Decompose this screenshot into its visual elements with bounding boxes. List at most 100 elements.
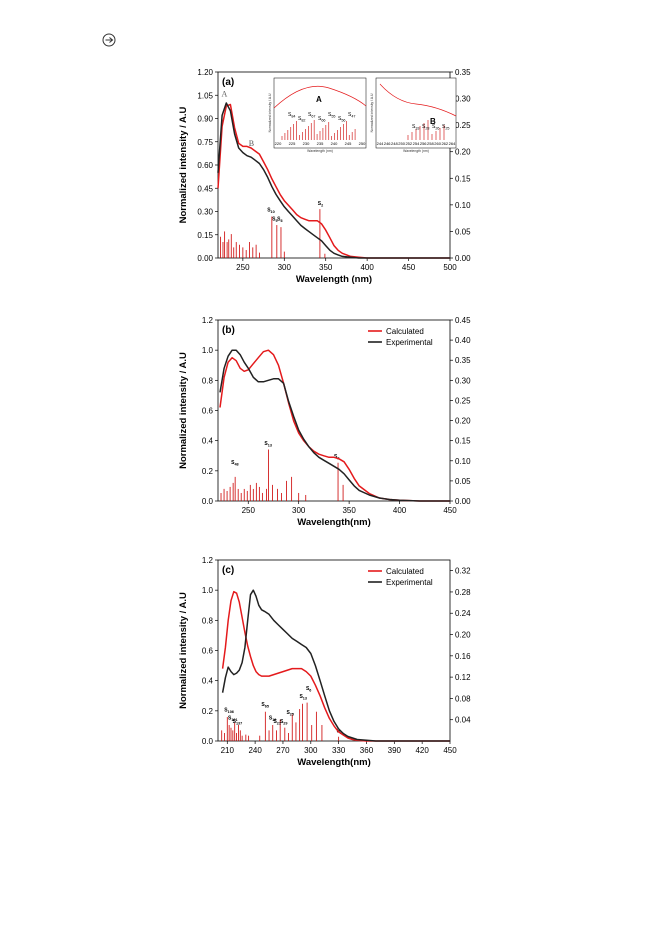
inset-x-tick-label: 244: [377, 141, 384, 146]
y2-tick-label: 0.25: [455, 121, 471, 130]
y2-tick-label: 0.12: [455, 673, 471, 682]
inset-stick-label: S84: [288, 112, 296, 119]
stick-label: S13: [264, 441, 272, 448]
y2-tick-label: 0.35: [455, 68, 471, 77]
x-tick-label: 240: [248, 746, 262, 755]
stick-label: S48: [231, 460, 239, 467]
stick-label: S13: [299, 694, 307, 701]
stick-label: S101: [228, 715, 238, 722]
inset-stick-label: S47: [348, 112, 356, 119]
x-tick-label: 450: [443, 746, 457, 755]
y-tick-label: 1.2: [202, 316, 214, 325]
inset-stick-label: S56: [338, 116, 346, 123]
x-tick-label: 210: [221, 746, 235, 755]
y2-tick-label: 0.24: [455, 609, 471, 618]
inset-x-tick-label: 246: [384, 141, 391, 146]
inset-x-tick-label: 252: [405, 141, 412, 146]
stick-label: S21: [273, 719, 281, 726]
chart-b-svg: 250 300 350 400 450 0.0 0.2 0.4 0.6 0.8 1.0 1.2 0.00…: [178, 316, 471, 528]
y-tick-label: 0.0: [202, 497, 214, 506]
x-tick-label: 450: [443, 506, 457, 515]
y-tick-label: 1.05: [197, 91, 213, 100]
y2-tick-label: 0.35: [455, 356, 471, 365]
y2-tick-label: 0.00: [455, 497, 471, 506]
inset-stick-label: S82: [298, 116, 306, 123]
y2-tick-label: 0.40: [455, 336, 471, 345]
y-tick-label: 0.00: [197, 254, 213, 263]
y-tick-label: 0.6: [202, 647, 214, 656]
inset-title: B: [430, 117, 436, 126]
experimental-line: [219, 349, 450, 502]
x-tick-label: 400: [360, 263, 374, 272]
y2-tick-label: 0.05: [455, 477, 471, 486]
x-tick-label: 390: [388, 746, 402, 755]
inset-x-label: Wavelength (nm): [307, 149, 333, 153]
y2-tick-label: 0.00: [455, 254, 471, 263]
y2-tick-label: 0.16: [455, 652, 471, 661]
peak-label: B: [249, 139, 254, 148]
y2-tick-label: 0.25: [455, 396, 471, 405]
inset-stick-label: S26: [432, 124, 440, 131]
x-tick-label: 300: [292, 506, 306, 515]
plot-frame: [217, 319, 451, 502]
calculated-line: [217, 103, 450, 259]
inset-x-tick-label: 254: [413, 141, 420, 146]
y2-tick-label: 0.04: [455, 716, 471, 725]
stick-label: S6: [306, 686, 311, 693]
y-tick-label: 1.0: [202, 346, 214, 355]
inset-stick-label: S55: [328, 112, 336, 119]
inset-x-tick-label: 235: [317, 141, 324, 146]
inset-title: A: [316, 95, 322, 104]
panel-label: (c): [222, 565, 234, 576]
peak-label: A: [221, 89, 227, 98]
experimental-line: [221, 589, 450, 742]
inset-x-tick-label: 262: [441, 141, 448, 146]
y2-tick-label: 0.05: [455, 227, 471, 236]
x-tick-label: 500: [443, 263, 457, 272]
y-tick-label: 0.0: [202, 737, 214, 746]
stick-label: S65: [261, 702, 269, 709]
y-tick-label: 0.6: [202, 407, 214, 416]
inset-y-label: Normalized intensity / A.U: [370, 93, 374, 132]
y-tick-label: 0.2: [202, 707, 214, 716]
y-axis-label: Normalized intensity / A.U: [178, 352, 189, 469]
y2-tick-label: 0.30: [455, 376, 471, 385]
panel-a-chart: 250 300 350 400 450 500 0.00 0.15 0.30 0.45 0.60 0.…: [150, 60, 480, 300]
x-tick-label: 420: [415, 746, 429, 755]
inset-x-tick-label: 245: [345, 141, 352, 146]
y-tick-label: 0.90: [197, 115, 213, 124]
experimental-line: [217, 102, 450, 259]
y-axis-label: Normalized intensity / A.U: [178, 106, 189, 223]
y-tick-label: 1.2: [202, 556, 214, 565]
chart-a-svg: 250 300 350 400 450 5000.000.150.300.450.600.…: [178, 68, 471, 285]
legend-entry: Calculated: [386, 567, 424, 576]
y2-tick-label: 0.20: [455, 148, 471, 157]
inset-x-tick-label: 250: [398, 141, 405, 146]
stick-label: S10: [267, 207, 275, 214]
inset-stick-label: S25: [442, 124, 450, 131]
calculated-line: [219, 349, 450, 502]
y-tick-label: 1.20: [197, 68, 213, 77]
x-tick-label: 300: [278, 263, 292, 272]
x-axis-label: Wavelength(nm): [297, 517, 371, 528]
inset-stick-label: S28: [422, 124, 430, 131]
stick-label: S6: [277, 216, 282, 223]
y2-tick-label: 0.30: [455, 95, 471, 104]
x-tick-label: 350: [342, 506, 356, 515]
y-tick-label: 0.4: [202, 437, 214, 446]
inset-x-label: Wavelength (nm): [403, 149, 429, 153]
x-axis-label: Wavelength (nm): [296, 274, 372, 285]
x-tick-label: 350: [319, 263, 333, 272]
stick-label: S25: [286, 710, 294, 717]
stick-label: S9: [272, 216, 277, 223]
y2-tick-label: 0.15: [455, 437, 471, 446]
y-tick-label: 0.15: [197, 231, 213, 240]
inset-x-tick-label: 240: [331, 141, 338, 146]
x-tick-label: 250: [242, 506, 256, 515]
inset-x-tick-label: 256: [420, 141, 427, 146]
y-tick-label: 0.8: [202, 376, 214, 385]
stick-label: S137: [233, 719, 243, 726]
y-tick-label: 0.60: [197, 161, 213, 170]
y-tick-label: 0.75: [197, 138, 213, 147]
chart-c-svg: 210 240 270 300 330 360 390 420 450 0.0 0.2 0.4 0.6 0…: [178, 556, 471, 768]
